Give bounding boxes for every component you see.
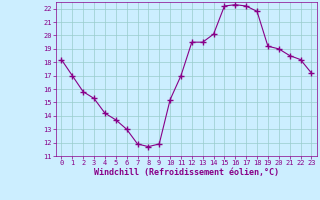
X-axis label: Windchill (Refroidissement éolien,°C): Windchill (Refroidissement éolien,°C): [94, 168, 279, 177]
